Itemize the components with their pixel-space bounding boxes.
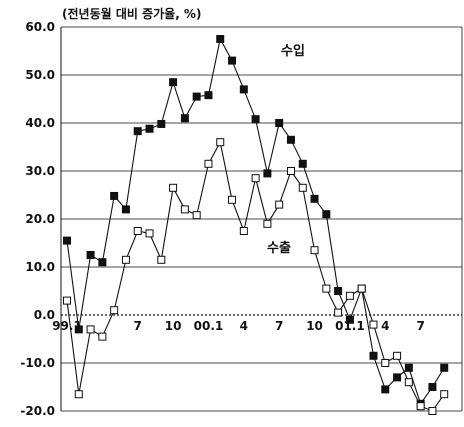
- exports-point: [357, 284, 366, 293]
- imports-point: [286, 135, 295, 144]
- exports-point: [345, 291, 354, 300]
- exports-point: [298, 183, 307, 192]
- imports-point: [157, 119, 166, 128]
- imports-point: [440, 363, 449, 372]
- imports-point: [298, 159, 307, 168]
- imports-point: [239, 85, 248, 94]
- imports-point: [63, 236, 71, 245]
- imports-point: [133, 127, 142, 136]
- imports-point: [180, 114, 189, 123]
- y-tick-label: 20.0: [25, 212, 55, 226]
- x-tick-label: 4: [381, 319, 389, 333]
- imports-point: [228, 56, 237, 65]
- exports-point: [228, 195, 237, 204]
- exports-point: [263, 219, 272, 228]
- x-tick-label: 7: [416, 319, 424, 333]
- imports-point: [192, 92, 201, 101]
- exports-point: [275, 200, 284, 209]
- imports-point: [393, 373, 402, 382]
- imports-point: [381, 385, 390, 394]
- series-line-exports: [66, 140, 445, 412]
- exports-point: [251, 174, 260, 183]
- exports-point: [381, 359, 390, 367]
- exports-point: [121, 255, 130, 264]
- y-tick-label: 0.0: [34, 308, 55, 322]
- imports-point: [74, 325, 83, 334]
- imports-point: [428, 383, 437, 391]
- exports-point: [63, 296, 71, 305]
- x-tick-label: 01.1: [335, 319, 365, 333]
- series-line-imports: [66, 37, 445, 406]
- exports-point: [180, 205, 189, 214]
- imports-point: [404, 363, 413, 372]
- imports-point: [275, 119, 284, 127]
- x-tick-label: 4: [240, 319, 248, 333]
- exports-point: [86, 325, 95, 334]
- x-tick-label: 99.1: [52, 319, 82, 333]
- imports-point: [216, 35, 225, 43]
- exports-point: [334, 308, 343, 317]
- x-tick-label: 7: [134, 319, 142, 333]
- imports-point: [334, 287, 343, 295]
- exports-point: [393, 351, 402, 360]
- exports-point: [133, 227, 142, 235]
- imports-point: [121, 205, 130, 214]
- y-tick-label: 50.0: [25, 68, 55, 82]
- x-tick-label: 00.1: [194, 319, 224, 333]
- imports-point: [110, 191, 119, 200]
- exports-point: [404, 378, 413, 387]
- imports-point: [345, 315, 354, 324]
- imports-point: [169, 78, 178, 87]
- imports-point: [369, 351, 378, 360]
- exports-point: [110, 306, 119, 315]
- imports-point: [204, 91, 213, 100]
- exports-point: [157, 255, 166, 264]
- exports-point: [322, 284, 331, 293]
- unit-label: (전년동월 대비 증가율, %): [62, 6, 201, 21]
- imports-point: [310, 194, 319, 203]
- imports-point: [322, 210, 331, 219]
- exports-point: [310, 246, 319, 255]
- exports-point: [204, 159, 213, 168]
- exports-point: [145, 229, 154, 238]
- imports-point: [145, 124, 154, 133]
- x-axis-ticks: 99.1 7 10 00.1 4 7 10 01.1 4 7: [52, 319, 425, 333]
- y-tick-label: 40.0: [25, 116, 55, 130]
- exports-point: [428, 407, 437, 415]
- imports-point: [98, 258, 107, 267]
- exports-point: [286, 167, 295, 175]
- imports-point: [86, 251, 95, 259]
- x-tick-label: 10: [165, 319, 182, 333]
- y-axis-ticks: 60.0 50.0 40.0 30.0 20.0 10.0 0.0 -10.0 -20.0: [20, 20, 55, 418]
- y-tick-label: 10.0: [25, 260, 55, 274]
- exports-point: [440, 390, 449, 399]
- imports-point: [263, 169, 272, 178]
- exports-point: [98, 332, 107, 341]
- exports-point: [416, 402, 425, 411]
- x-tick-label: 10: [306, 319, 323, 333]
- series-label-imports: 수입: [281, 44, 305, 59]
- y-tick-label: 60.0: [25, 20, 55, 34]
- exports-point: [74, 390, 83, 399]
- series-markers: [63, 35, 449, 415]
- exports-point: [192, 211, 201, 220]
- exports-point: [216, 138, 225, 147]
- y-tick-label: -20.0: [20, 404, 55, 418]
- series-lines: [66, 37, 445, 412]
- y-tick-label: 30.0: [25, 164, 55, 178]
- y-tick-label: -10.0: [20, 356, 55, 370]
- imports-point: [251, 115, 260, 124]
- exports-point: [169, 183, 178, 192]
- grid-lines: [60, 26, 463, 412]
- exports-point: [239, 227, 248, 235]
- series-label-exports: 수출: [267, 240, 291, 256]
- exports-point: [369, 320, 378, 329]
- x-tick-label: 7: [275, 319, 283, 333]
